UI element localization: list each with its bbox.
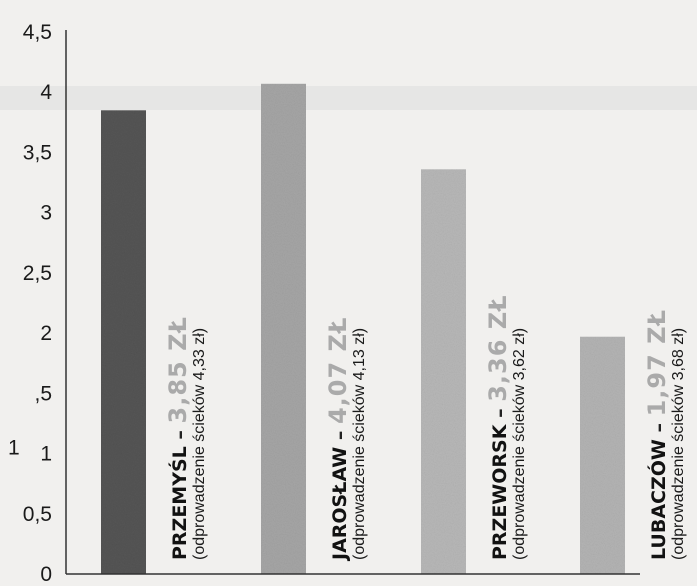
bar-label-przemysl: PRZEMYŚL – 3,85 ZŁ — [164, 316, 192, 560]
y-tick-label-0: 0 — [40, 563, 52, 586]
y-tick-label-5: 2,5 — [23, 262, 52, 285]
bar-city-jaroslaw: JAROSŁAW — [329, 447, 351, 562]
y-tick-label-9: 4,5 — [23, 21, 52, 44]
bars: PRZEMYŚL – 3,85 ZŁ (odprowadzenie ścieków… — [101, 83, 687, 575]
y-tick-label-stray: 1 — [8, 437, 20, 460]
bar-price-lubaczow: 1,97 ZŁ — [643, 309, 671, 416]
y-tick-label-7: 3,5 — [23, 141, 52, 164]
bar-city-przeworsk: PRZEWORSK — [489, 423, 511, 560]
bar-note-przemysl: (odprowadzenie ścieków 4,33 zł) — [191, 328, 208, 560]
bar-note-jaroslaw: (odprowadzenie ścieków 4,13 zł) — [351, 328, 368, 560]
bar-przeworsk — [421, 169, 466, 574]
y-tick-label-4: 2 — [40, 322, 52, 345]
bar-label-przeworsk: PRZEWORSK – 3,36 ZŁ — [484, 294, 512, 560]
bar-note-lubaczow: (odprowadzenie ścieków 3,68 zł) — [670, 328, 687, 560]
bar-city-lubaczow: LUBACZÓW — [646, 439, 670, 560]
y-tick-label-3: ,5 — [34, 382, 52, 405]
y-tick-label-1: 0,5 — [23, 503, 52, 526]
bar-price-przeworsk: 3,36 ZŁ — [484, 294, 512, 401]
bar-note-przeworsk: (odprowadzenie ścieków 3,62 zł) — [511, 328, 528, 560]
bar-price-przemysl: 3,85 ZŁ — [164, 316, 192, 423]
bar-jaroslaw — [261, 83, 306, 575]
y-tick-label-8: 4 — [40, 81, 52, 104]
bar-label-lubaczow: LUBACZÓW – 1,97 ZŁ — [643, 309, 671, 560]
bar-price-jaroslaw: 4,07 ZŁ — [324, 317, 352, 424]
bar-sep-jaroslaw: – — [329, 424, 351, 447]
bar-city-przemysl: PRZEMYŚL — [167, 446, 191, 560]
scan-streak — [0, 86, 697, 110]
bar-sep-lubaczow: – — [648, 416, 670, 439]
bar-label-jaroslaw: JAROSŁAW – 4,07 ZŁ — [324, 317, 352, 562]
bar-lubaczow — [580, 336, 625, 574]
bar-sep-przemysl: – — [169, 423, 191, 446]
bar-przemysl — [101, 110, 146, 575]
y-axis-ticks: 0 0,5 1 ,5 2 2,5 3 3,5 4 4,5 1 — [8, 21, 52, 586]
y-tick-label-2: 1 — [40, 443, 52, 466]
bar-sep-przeworsk: – — [489, 402, 511, 425]
y-tick-label-6: 3 — [40, 202, 52, 225]
